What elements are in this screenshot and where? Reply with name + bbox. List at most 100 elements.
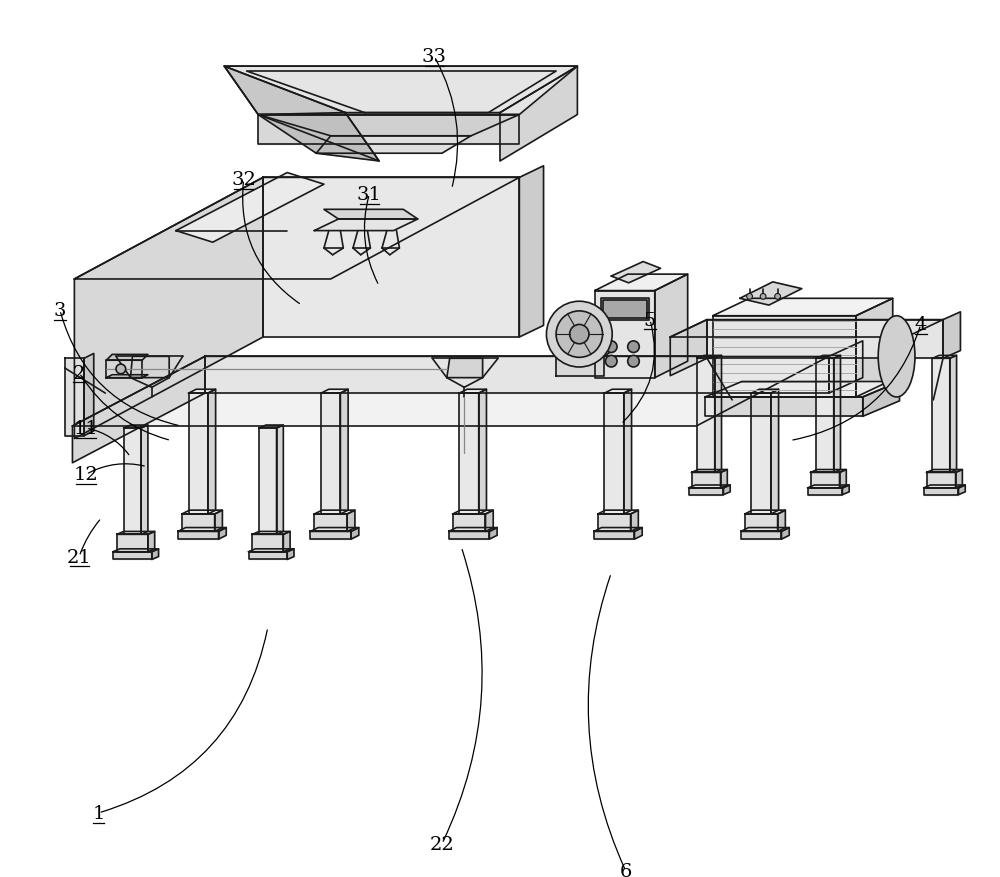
Polygon shape bbox=[601, 299, 649, 320]
Polygon shape bbox=[705, 382, 899, 397]
Polygon shape bbox=[152, 549, 159, 560]
Polygon shape bbox=[314, 515, 347, 531]
Text: 1: 1 bbox=[92, 804, 105, 822]
Polygon shape bbox=[252, 535, 283, 553]
Circle shape bbox=[605, 341, 617, 353]
Polygon shape bbox=[741, 531, 781, 539]
Polygon shape bbox=[74, 178, 263, 439]
Polygon shape bbox=[189, 389, 216, 394]
Polygon shape bbox=[314, 220, 418, 232]
Polygon shape bbox=[842, 486, 849, 496]
Polygon shape bbox=[707, 320, 943, 359]
Polygon shape bbox=[697, 356, 722, 359]
Polygon shape bbox=[811, 473, 840, 488]
Text: 21: 21 bbox=[67, 548, 92, 566]
Polygon shape bbox=[932, 359, 950, 473]
Circle shape bbox=[556, 311, 603, 358]
Text: 6: 6 bbox=[620, 862, 632, 877]
Text: 11: 11 bbox=[74, 419, 98, 438]
Text: 33: 33 bbox=[422, 48, 447, 67]
Polygon shape bbox=[594, 528, 642, 531]
Polygon shape bbox=[258, 113, 379, 161]
Text: 4: 4 bbox=[915, 316, 927, 334]
Circle shape bbox=[628, 341, 639, 353]
Polygon shape bbox=[811, 470, 846, 473]
Polygon shape bbox=[950, 356, 957, 473]
Circle shape bbox=[116, 365, 126, 374]
Polygon shape bbox=[449, 531, 489, 539]
Circle shape bbox=[760, 294, 766, 300]
Polygon shape bbox=[249, 553, 287, 560]
Polygon shape bbox=[205, 357, 829, 394]
Polygon shape bbox=[224, 67, 577, 113]
Polygon shape bbox=[604, 389, 632, 394]
Polygon shape bbox=[310, 531, 351, 539]
Polygon shape bbox=[148, 531, 155, 553]
Polygon shape bbox=[219, 528, 226, 539]
Polygon shape bbox=[840, 470, 846, 488]
Polygon shape bbox=[449, 528, 497, 531]
Polygon shape bbox=[176, 174, 324, 243]
Polygon shape bbox=[631, 510, 638, 531]
Polygon shape bbox=[447, 359, 483, 378]
Polygon shape bbox=[106, 360, 142, 378]
Text: 31: 31 bbox=[357, 186, 382, 203]
Polygon shape bbox=[224, 67, 379, 161]
Polygon shape bbox=[781, 528, 789, 539]
Polygon shape bbox=[74, 178, 519, 280]
Polygon shape bbox=[258, 116, 519, 145]
Polygon shape bbox=[595, 291, 655, 378]
Polygon shape bbox=[745, 510, 785, 515]
Polygon shape bbox=[316, 137, 471, 154]
Polygon shape bbox=[943, 312, 960, 359]
Polygon shape bbox=[182, 510, 222, 515]
Polygon shape bbox=[324, 210, 418, 220]
Text: 32: 32 bbox=[231, 171, 256, 189]
Polygon shape bbox=[816, 356, 840, 359]
Polygon shape bbox=[927, 473, 956, 488]
Circle shape bbox=[775, 294, 781, 300]
Polygon shape bbox=[117, 531, 155, 535]
Polygon shape bbox=[611, 262, 661, 283]
Polygon shape bbox=[723, 486, 730, 496]
Polygon shape bbox=[595, 275, 688, 291]
Polygon shape bbox=[124, 425, 148, 429]
Text: 22: 22 bbox=[430, 835, 454, 853]
Polygon shape bbox=[314, 510, 355, 515]
Polygon shape bbox=[924, 488, 958, 496]
Text: 2: 2 bbox=[73, 364, 85, 382]
Polygon shape bbox=[932, 356, 957, 359]
Polygon shape bbox=[106, 375, 148, 378]
Polygon shape bbox=[321, 394, 340, 515]
Polygon shape bbox=[310, 528, 359, 531]
Polygon shape bbox=[670, 320, 943, 338]
Polygon shape bbox=[692, 470, 727, 473]
Polygon shape bbox=[603, 301, 647, 318]
Polygon shape bbox=[489, 528, 497, 539]
Text: 3: 3 bbox=[54, 302, 66, 319]
Circle shape bbox=[628, 356, 639, 367]
Polygon shape bbox=[113, 549, 159, 553]
Polygon shape bbox=[692, 473, 721, 488]
Polygon shape bbox=[182, 515, 215, 531]
Polygon shape bbox=[715, 356, 722, 473]
Polygon shape bbox=[500, 67, 577, 161]
Polygon shape bbox=[745, 515, 778, 531]
Text: 12: 12 bbox=[74, 466, 98, 484]
Polygon shape bbox=[670, 320, 707, 376]
Polygon shape bbox=[856, 299, 893, 397]
Ellipse shape bbox=[878, 317, 915, 397]
Polygon shape bbox=[740, 282, 802, 306]
Polygon shape bbox=[72, 357, 205, 463]
Polygon shape bbox=[956, 470, 962, 488]
Polygon shape bbox=[252, 531, 290, 535]
Polygon shape bbox=[321, 389, 348, 394]
Circle shape bbox=[605, 356, 617, 367]
Polygon shape bbox=[479, 389, 486, 515]
Polygon shape bbox=[247, 72, 556, 113]
Polygon shape bbox=[808, 488, 842, 496]
Polygon shape bbox=[141, 425, 148, 535]
Circle shape bbox=[546, 302, 612, 367]
Polygon shape bbox=[741, 528, 789, 531]
Polygon shape bbox=[771, 389, 779, 515]
